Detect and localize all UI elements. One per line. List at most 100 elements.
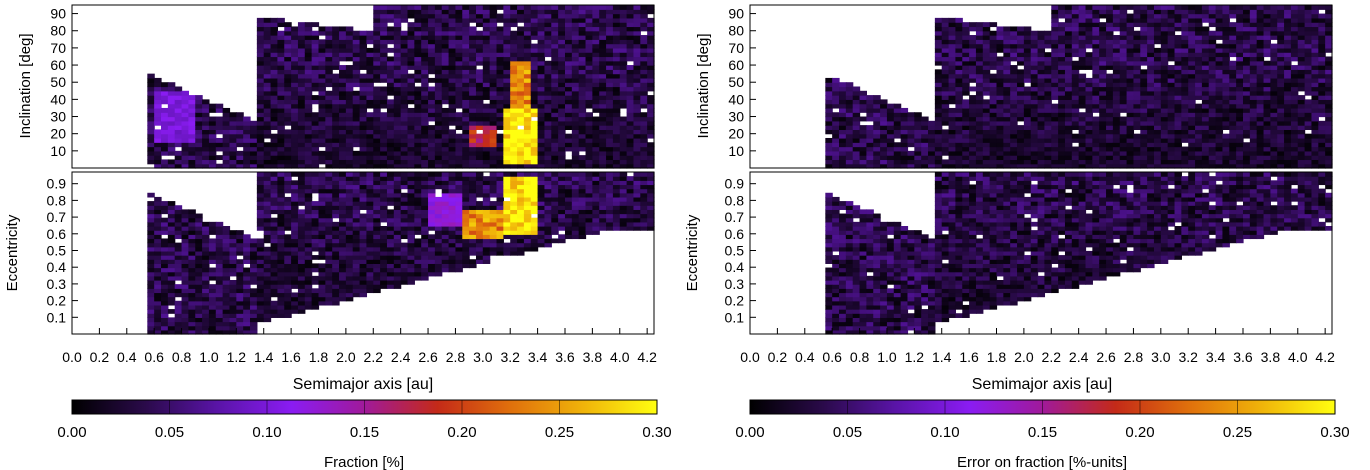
heatmap-cell bbox=[517, 176, 525, 181]
heatmap-cell bbox=[503, 77, 511, 83]
heatmap-cell bbox=[188, 309, 196, 314]
heatmap-cell bbox=[297, 255, 306, 260]
heatmap-cell bbox=[544, 205, 552, 210]
heatmap-cell bbox=[332, 107, 340, 113]
heatmap-cell bbox=[619, 52, 628, 58]
heatmap-cell bbox=[647, 35, 655, 40]
heatmap-cell bbox=[489, 5, 498, 10]
heatmap-cell bbox=[380, 69, 388, 75]
heatmap-cell bbox=[393, 230, 402, 235]
heatmap-cell bbox=[455, 120, 463, 126]
heatmap-cell bbox=[202, 221, 210, 227]
heatmap-cell bbox=[599, 56, 607, 62]
heatmap-cell bbox=[441, 142, 450, 148]
heatmap-cell bbox=[544, 213, 552, 219]
heatmap-cell bbox=[407, 172, 415, 177]
heatmap-cell bbox=[284, 180, 292, 186]
heatmap-cell bbox=[866, 133, 874, 139]
heatmap-cell bbox=[380, 99, 388, 105]
heatmap-cell bbox=[256, 112, 265, 118]
heatmap-cell bbox=[489, 26, 498, 32]
heatmap-cell bbox=[585, 213, 593, 219]
heatmap-cell bbox=[544, 238, 552, 244]
heatmap-cell bbox=[482, 86, 491, 92]
heatmap-cell bbox=[640, 188, 648, 194]
heatmap-cell bbox=[434, 73, 443, 79]
heatmap-cell bbox=[434, 77, 443, 83]
heatmap-cell bbox=[304, 159, 313, 165]
heatmap-cell bbox=[195, 309, 203, 314]
heatmap-cell bbox=[195, 271, 203, 277]
heatmap-cell bbox=[633, 176, 641, 181]
heatmap-cell bbox=[366, 125, 374, 130]
x-tick-label: 0.0 bbox=[62, 349, 82, 365]
heatmap-cell bbox=[174, 300, 183, 306]
heatmap-cell bbox=[1017, 125, 1025, 130]
heatmap-cell bbox=[489, 112, 498, 118]
heatmap-cell bbox=[551, 129, 559, 135]
heatmap-cell bbox=[852, 90, 861, 96]
heatmap-cell bbox=[996, 26, 1004, 32]
heatmap-cell bbox=[934, 142, 943, 148]
heatmap-cell bbox=[304, 163, 313, 169]
heatmap-cell bbox=[263, 246, 272, 252]
heatmap-cell bbox=[195, 250, 203, 256]
heatmap-cell bbox=[167, 112, 176, 118]
heatmap-cell bbox=[544, 142, 552, 148]
heatmap-cell bbox=[366, 99, 374, 105]
heatmap-cell bbox=[585, 39, 593, 45]
heatmap-cell bbox=[366, 209, 374, 215]
heatmap-cell bbox=[585, 172, 593, 177]
heatmap-cell bbox=[393, 188, 402, 194]
heatmap-cell bbox=[174, 103, 183, 109]
heatmap-cell bbox=[339, 86, 347, 92]
heatmap-cell bbox=[448, 192, 457, 198]
heatmap-cell bbox=[975, 146, 984, 152]
heatmap-cell bbox=[297, 176, 306, 181]
heatmap-cell bbox=[544, 184, 552, 190]
heatmap-cell bbox=[421, 56, 429, 62]
heatmap-cell bbox=[571, 230, 580, 235]
heatmap-cell bbox=[612, 159, 621, 165]
heatmap-cell bbox=[510, 213, 518, 219]
heatmap-cell bbox=[380, 163, 388, 169]
heatmap-cell bbox=[400, 209, 409, 215]
heatmap-cell bbox=[955, 129, 963, 135]
heatmap-cell bbox=[373, 213, 381, 219]
heatmap-cell bbox=[174, 213, 183, 219]
heatmap-cell bbox=[291, 35, 299, 40]
heatmap-cell bbox=[619, 201, 628, 206]
heatmap-cell bbox=[941, 30, 950, 36]
heatmap-cell bbox=[421, 125, 429, 130]
heatmap-cell bbox=[339, 112, 347, 118]
heatmap-cell bbox=[167, 242, 176, 248]
heatmap-cell bbox=[558, 73, 566, 79]
heatmap-cell bbox=[612, 107, 621, 113]
heatmap-cell bbox=[934, 47, 943, 53]
heatmap-cell bbox=[441, 188, 450, 194]
heatmap-cell bbox=[434, 82, 443, 88]
heatmap-cell bbox=[250, 296, 258, 302]
heatmap-cell bbox=[215, 284, 224, 289]
heatmap-cell bbox=[455, 103, 463, 109]
heatmap-cell bbox=[1010, 150, 1018, 156]
heatmap-cell bbox=[530, 209, 539, 215]
heatmap-cell bbox=[1017, 30, 1025, 36]
heatmap-cell bbox=[469, 180, 477, 186]
heatmap-cell bbox=[969, 142, 977, 148]
heatmap-cell bbox=[359, 250, 368, 256]
heatmap-cell bbox=[352, 125, 361, 130]
heatmap-cell bbox=[489, 82, 498, 88]
heatmap-cell bbox=[325, 288, 333, 294]
heatmap-cell bbox=[640, 209, 648, 215]
heatmap-cell bbox=[455, 99, 463, 105]
heatmap-cell bbox=[304, 246, 313, 252]
heatmap-cell bbox=[400, 142, 409, 148]
heatmap-cell bbox=[489, 250, 498, 256]
heatmap-cell bbox=[612, 226, 621, 231]
heatmap-cell bbox=[1023, 26, 1032, 32]
heatmap-cell bbox=[339, 69, 347, 75]
heatmap-cell bbox=[311, 288, 320, 294]
heatmap-cell bbox=[174, 321, 183, 327]
heatmap-cell bbox=[256, 238, 265, 244]
